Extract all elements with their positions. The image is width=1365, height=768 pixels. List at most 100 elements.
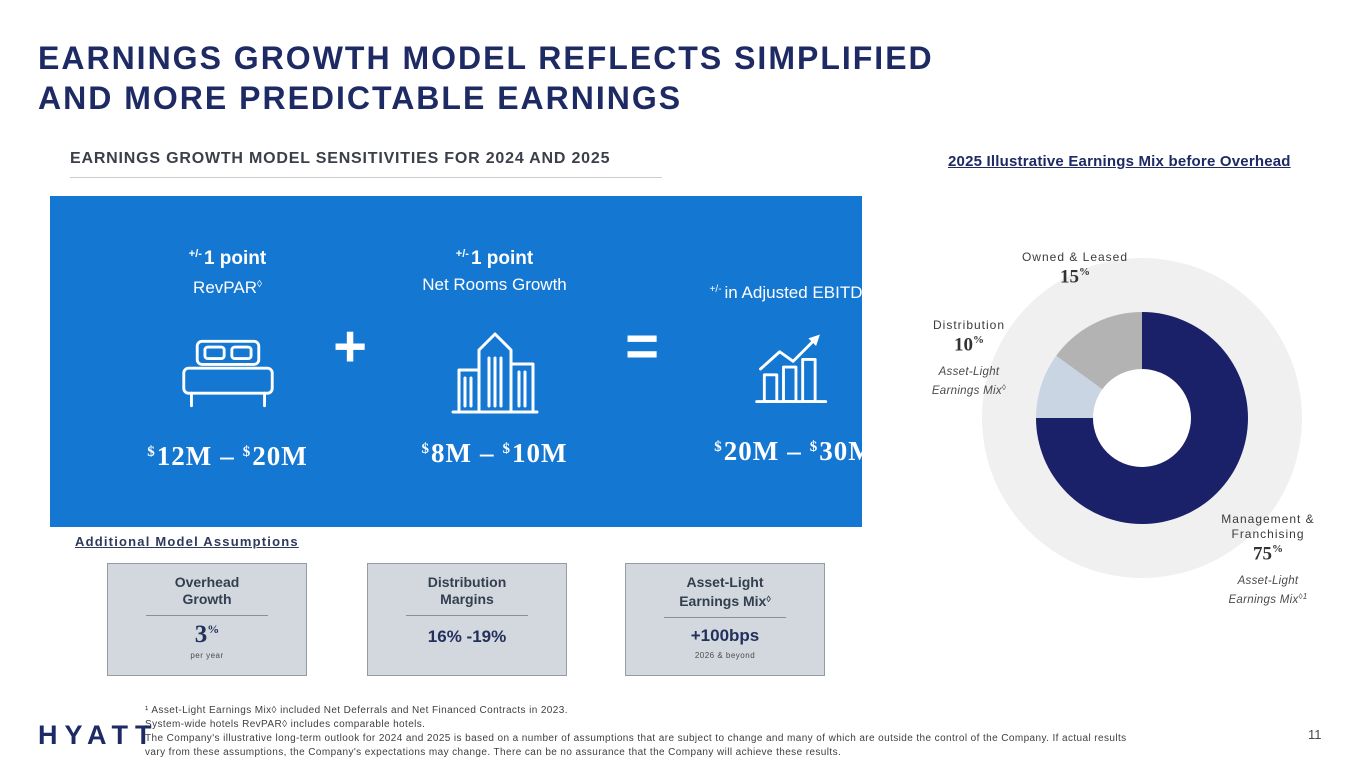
revpar-heading: +/- 1 point (105, 242, 350, 271)
dagger-sup: † (873, 284, 880, 295)
earnings-mix-header: 2025 Illustrative Earnings Mix before Ov… (948, 153, 1291, 170)
assumption-box-overhead-growth: Overhead Growth 3% per year (107, 563, 307, 676)
sensitivity-revpar: +/- 1 point RevPAR◊ $12M – $20M (105, 242, 350, 472)
label-management-franchising: Management & Franchising 75% Asset-Light… (1198, 512, 1338, 608)
management-name-line1: Management & (1221, 512, 1315, 526)
additional-assumptions-title: Additional Model Assumptions (75, 534, 299, 549)
overhead-growth-title-line1: Overhead (174, 574, 240, 590)
owned-leased-name: Owned & Leased (1021, 250, 1129, 264)
overhead-growth-caption: per year (190, 651, 224, 660)
equals-operator: = (625, 314, 659, 379)
box-divider (664, 617, 786, 618)
bed-icon (105, 332, 350, 416)
ebitda-label: +/- in Adjusted EBITDA† (672, 280, 917, 303)
revpar-label-text: RevPAR (193, 278, 257, 297)
distribution-margins-value: 16% -19% (427, 627, 507, 646)
diamond-sup: ◊ (1001, 383, 1007, 393)
diamond-sup: ◊ (766, 594, 771, 604)
revpar-label: RevPAR◊ (105, 275, 350, 298)
plus-minus-sup: +/- (455, 248, 469, 260)
footnote-line-1: ¹ Asset-Light Earnings Mix◊ included Net… (145, 705, 568, 716)
buildings-icon (372, 329, 617, 414)
net-rooms-label: Net Rooms Growth (372, 275, 617, 295)
overhead-growth-title-line2: Growth (182, 591, 232, 607)
note-line2-text: Earnings Mix (931, 385, 1002, 398)
diamond-sup: ◊ (256, 279, 262, 290)
net-rooms-range: $8M – $10M (372, 433, 617, 469)
range-dash: – (220, 441, 235, 471)
asset-light-mix-value: +100bps (690, 626, 760, 645)
dollar-sup: $ (502, 441, 511, 457)
net-rooms-heading: +/- 1 point (372, 242, 617, 271)
revpar-heading-text: 1 point (203, 248, 267, 269)
sensitivity-net-rooms: +/- 1 point Net Rooms Growth $8M – $10 (372, 242, 617, 469)
ebitda-label-text: in Adjusted EBITDA (724, 283, 874, 302)
asset-light-mix-caption: 2026 & beyond (694, 651, 756, 660)
overhead-growth-number: 3 (194, 621, 208, 648)
hyatt-logo: HYATT (38, 720, 159, 750)
percent-sup: % (1079, 266, 1090, 278)
management-name-line2: Franchising (1231, 527, 1305, 541)
diamond-footnote-sup: ◊1 (1298, 592, 1308, 602)
dollar-sup: $ (242, 444, 252, 460)
left-section-header: EARNINGS GROWTH MODEL SENSITIVITIES FOR … (70, 150, 662, 178)
asset-light-mix-title-line2: Earnings Mix◊ (626, 591, 824, 610)
assumption-box-distribution-margins: Distribution Margins 16% -19% (367, 563, 567, 676)
ebitda-range-from: 20M (723, 436, 780, 466)
revpar-range-from: 12M (156, 441, 213, 471)
donut-hole (1093, 369, 1191, 467)
page-number: 11 (1308, 727, 1322, 742)
plus-operator: + (333, 314, 367, 379)
net-rooms-range-from: 8M (431, 438, 472, 468)
sensitivity-ebitda: +/- in Adjusted EBITDA† $20M – $30M (672, 242, 917, 467)
distribution-margins-title: Distribution Margins (368, 574, 566, 608)
management-asset-light-note: Asset-Light Earnings Mix◊1 (1198, 574, 1338, 608)
assumption-box-asset-light-mix: Asset-Light Earnings Mix◊ +100bps 2026 &… (625, 563, 825, 676)
dollar-sup: $ (809, 439, 819, 455)
note-line1: Asset-Light (938, 366, 1000, 379)
percent-sup: % (973, 334, 984, 346)
net-rooms-range-to: 10M (512, 438, 568, 468)
footnote-line-3: The Company's illustrative long-term out… (145, 733, 1127, 744)
sensitivities-panel: +/- 1 point RevPAR◊ $12M – $20M + +/- 1 poin… (50, 196, 879, 527)
net-rooms-heading-text: 1 point (470, 248, 534, 269)
distribution-margins-title-line1: Distribution (427, 574, 507, 590)
ebitda-range: $20M – $30M (672, 431, 917, 467)
asset-light-mix-title-line2-text: Earnings Mix (679, 593, 767, 609)
overhead-growth-value: 3% (108, 621, 306, 649)
note-line1: Asset-Light (1237, 575, 1299, 588)
management-name: Management & Franchising (1198, 512, 1338, 542)
distribution-asset-light-note: Asset-Light Earnings Mix◊ (910, 365, 1028, 399)
plus-minus-sup: +/- (188, 248, 202, 260)
asset-light-mix-title-line1: Asset-Light (686, 574, 764, 590)
net-rooms-label-text: Net Rooms Growth (422, 275, 567, 294)
title-line-2: AND MORE PREDICTABLE EARNINGS (38, 80, 683, 116)
dollar-sup: $ (714, 439, 723, 455)
dollar-sup: $ (147, 444, 156, 460)
range-dash: – (480, 438, 495, 468)
revpar-range-to: 20M (252, 441, 308, 471)
owned-leased-value: 15% (1000, 266, 1150, 288)
earnings-mix-donut-chart: Owned & Leased 15% Distribution 10% Asse… (910, 240, 1355, 630)
management-value: 75% (1198, 543, 1338, 565)
footnotes: ¹ Asset-Light Earnings Mix◊ included Net… (145, 704, 1320, 760)
note-line2: Earnings Mix◊ (910, 380, 1028, 399)
note-line2: Earnings Mix◊1 (1198, 589, 1338, 608)
ebitda-range-to: 30M (819, 436, 875, 466)
bar-chart-arrow-icon (672, 327, 917, 411)
distribution-name: Distribution (932, 318, 1006, 332)
box-divider (406, 615, 528, 616)
plus-minus-sup: +/- (709, 284, 722, 295)
asset-light-mix-title: Asset-Light Earnings Mix◊ (626, 574, 824, 610)
distribution-margins-title-line2: Margins (440, 591, 494, 607)
distribution-value: 10% (910, 334, 1028, 356)
slide-title: EARNINGS GROWTH MODEL REFLECTS SIMPLIFIE… (38, 38, 934, 118)
distribution-number: 10 (954, 334, 973, 356)
label-distribution: Distribution 10% Asset-Light Earnings Mi… (910, 318, 1028, 399)
percent-sup: % (1272, 543, 1283, 555)
range-dash: – (787, 436, 802, 466)
revpar-range: $12M – $20M (105, 436, 350, 472)
overhead-growth-title: Overhead Growth (108, 574, 306, 608)
note-line2-text: Earnings Mix (1228, 594, 1299, 607)
